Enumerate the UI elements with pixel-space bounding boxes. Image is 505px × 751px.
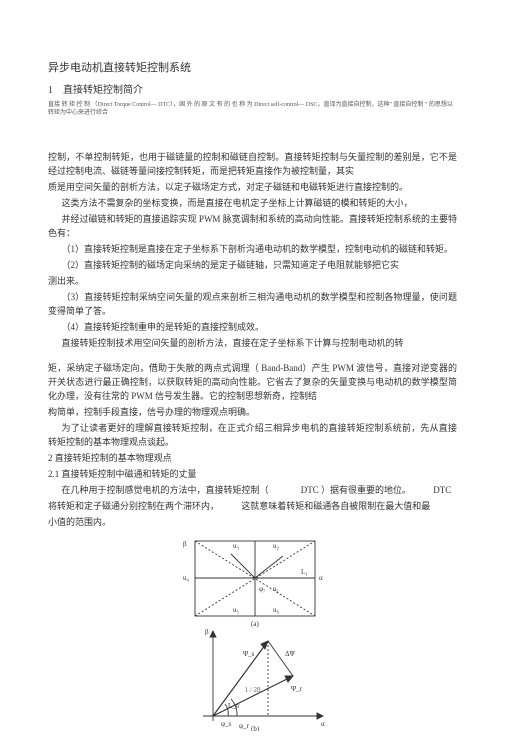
list-item: 测出来。 xyxy=(48,275,457,289)
section1-heading: 1 直接转矩控制简介 xyxy=(48,83,457,98)
section2-1-heading: 2.1 直接转矩控制中磁通和转矩的丈量 xyxy=(48,468,457,482)
list-item: （2）直接转矩控制的磁场定向采纳的是定子磁链轴，只需知道定子电阻就能够把它实 xyxy=(48,259,457,273)
para: 并经过磁链和转矩的直接追踪实现 PWM 脉宽调制和系统的高动向性能。直接转矩控制… xyxy=(48,213,457,241)
svg-text:u₆: u₆ xyxy=(273,606,280,614)
svg-text:L_σ: L_σ xyxy=(228,702,240,710)
svg-text:ΔΨ: ΔΨ xyxy=(285,650,296,658)
para: 小值的范围内。 xyxy=(48,516,457,530)
para: 矩，采纳定子磁场定向，借助于失散的两点式调理（ Band-Band）产生 PWM… xyxy=(48,362,457,404)
svg-text:Ψ_s: Ψ_s xyxy=(243,650,255,658)
para: 为了让读者更好的理解直接转矩控制，在正式介绍三相异步电机的直接转矩控制系统前，先… xyxy=(48,422,457,450)
doc-title: 异步电动机直接转矩控制系统 xyxy=(48,60,457,77)
page-number: 1 / 28 xyxy=(0,686,505,694)
svg-text:α: α xyxy=(321,720,325,728)
svg-text:L₁: L₁ xyxy=(301,568,308,576)
text: DTC xyxy=(433,485,451,495)
section2-heading: 2 直接转矩控制的基本物理观点 xyxy=(48,452,457,466)
text: 在几种用于控制感觉电机的方法中，直接转矩控制（ xyxy=(62,485,269,495)
svg-text:φ₇: φ₇ xyxy=(259,585,266,593)
svg-text:u₂: u₂ xyxy=(273,542,280,550)
para: 这类方法不需复杂的坐标变换，而是直接在电机定子坐标上计算磁链的模和转矩的大小， xyxy=(48,197,457,211)
svg-text:(b): (b) xyxy=(251,725,260,731)
svg-text:u₁: u₁ xyxy=(273,585,279,593)
svg-text:β: β xyxy=(183,540,187,548)
text: 将转矩和定子磁通分别控制在两个滞环内， xyxy=(48,501,219,511)
para: 将转矩和定子磁通分别控制在两个滞环内， 这就意味着转矩和磁通各自被限制在最大值和… xyxy=(48,500,457,514)
list-item: （4）直接转矩控制重申的是转矩的直接控制成效。 xyxy=(48,321,457,335)
svg-text:u₄: u₄ xyxy=(183,574,190,582)
svg-text:u₃: u₃ xyxy=(233,542,240,550)
text: DTC ）据有很重要的地位。 xyxy=(301,485,411,495)
svg-text:φ_r: φ_r xyxy=(239,722,250,730)
vector-diagram: β α u₃ u₂ L₁ u₁ u₄ u₅ u₆ φ₇ (a) β α Ψ_s … xyxy=(173,536,333,731)
svg-text:α: α xyxy=(319,574,323,582)
svg-text:u₅: u₅ xyxy=(233,606,240,614)
para: 在几种用于控制感觉电机的方法中，直接转矩控制（ DTC ）据有很重要的地位。 D… xyxy=(48,484,457,498)
para: 构简单，控制手段直接，信号办理的物理观点明确。 xyxy=(48,406,457,420)
svg-text:β: β xyxy=(205,628,209,636)
text: 这就意味着转矩和磁通各自被限制在最大值和最 xyxy=(241,501,430,511)
svg-text:(a): (a) xyxy=(251,620,259,628)
para: 控制，不单控制转矩，也用于磁链量的控制和磁链自控制。直接转矩控制与矢量控制的差别… xyxy=(48,151,457,179)
para: 直接转矩控制技术用空间矢量的剖析方法，直接在定子坐标系下计算与控制电动机的转 xyxy=(48,337,457,351)
fine-print: 直接 转 矩 控 制 （Direct Torque Control— DTC），… xyxy=(48,101,457,118)
para: 质是用空间矢量的剖析方法，以定子磁场定方式，对定子磁链和电磁转矩进行直接控制的。 xyxy=(48,181,457,195)
list-item: （3）直接转矩控制采纳空间矢量的观点来剖析三相沟通电动机的数学模型和控制各物理量… xyxy=(48,291,457,319)
svg-text:φ_s: φ_s xyxy=(221,720,232,728)
list-item: （1）直接转矩控制是直接在定子坐标系下剖析沟通电动机的数学模型，控制电动机的磁链… xyxy=(48,243,457,257)
